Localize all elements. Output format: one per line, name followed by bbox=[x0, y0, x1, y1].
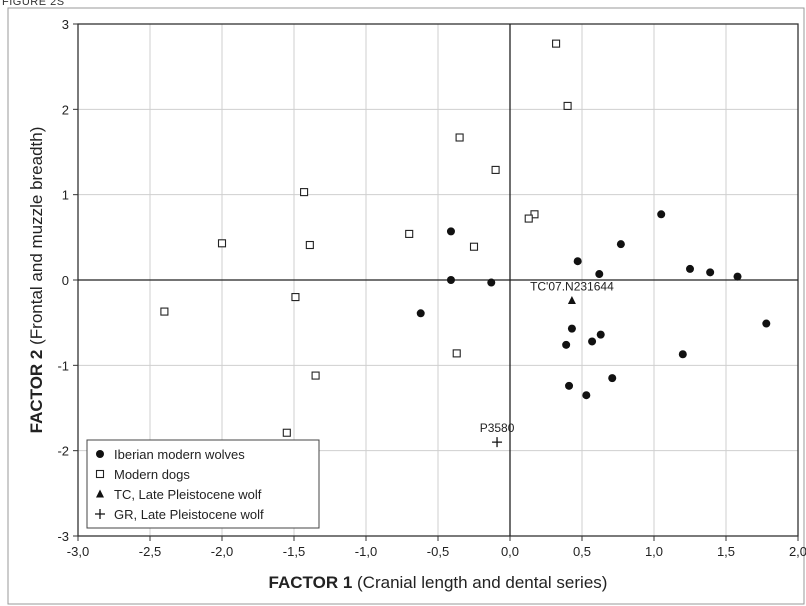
legend-marker bbox=[95, 469, 105, 479]
data-point bbox=[455, 133, 464, 142]
legend-label: Modern dogs bbox=[114, 467, 190, 482]
x-axis-title: FACTOR 1 (Cranial length and dental seri… bbox=[269, 573, 608, 592]
y-tick-label: -3 bbox=[57, 529, 69, 544]
x-tick-label: -2,0 bbox=[211, 544, 233, 559]
x-tick-label: 1,0 bbox=[645, 544, 663, 559]
data-point bbox=[452, 349, 461, 358]
data-point bbox=[530, 210, 539, 219]
data-point bbox=[300, 188, 309, 197]
y-tick-label: 0 bbox=[62, 273, 69, 288]
x-tick-label: 1,5 bbox=[717, 544, 735, 559]
data-point bbox=[160, 307, 169, 316]
point-annotation: P3580 bbox=[480, 421, 515, 435]
data-point bbox=[706, 268, 715, 277]
data-point bbox=[678, 350, 687, 359]
tick-labels: -3,0 -2,5 -2,0 -1,5 -1,0 -0,5 0,0 0,5 1,0 1,5 2,0 -… bbox=[57, 17, 806, 559]
x-tick-label: 2,0 bbox=[789, 544, 806, 559]
data-point bbox=[282, 428, 291, 437]
legend: Iberian modern wolves Modern dogs TC, Late… bbox=[86, 439, 320, 529]
point-annotation: TC'07.N231644 bbox=[530, 279, 614, 293]
data-point bbox=[686, 264, 694, 273]
y-tick-label: 2 bbox=[62, 102, 69, 117]
x-tick-label: -3,0 bbox=[67, 544, 89, 559]
figure-frame bbox=[7, 7, 805, 605]
data-point bbox=[567, 324, 576, 333]
data-point bbox=[595, 270, 604, 279]
data-point bbox=[573, 257, 582, 266]
data-point bbox=[616, 240, 625, 249]
data-point bbox=[567, 295, 576, 304]
y-tick-label: -1 bbox=[57, 358, 69, 373]
legend-box bbox=[86, 439, 320, 529]
data-points bbox=[160, 39, 771, 448]
legend-label: GR, Late Pleistocene wolf bbox=[114, 507, 264, 522]
x-tick-label: -1,0 bbox=[355, 544, 377, 559]
data-point bbox=[608, 374, 617, 383]
legend-label: TC, Late Pleistocene wolf bbox=[114, 487, 262, 502]
x-tick-label: -1,5 bbox=[283, 544, 305, 559]
data-point bbox=[733, 272, 742, 281]
data-point bbox=[291, 293, 300, 302]
data-point bbox=[762, 319, 771, 328]
data-point bbox=[562, 340, 571, 349]
data-point bbox=[657, 210, 666, 219]
data-point bbox=[487, 278, 496, 287]
data-point bbox=[217, 239, 227, 248]
data-point bbox=[405, 229, 414, 238]
data-point bbox=[524, 214, 533, 223]
y-axis-title-bold: FACTOR 2 bbox=[27, 350, 46, 434]
legend-marker bbox=[96, 489, 104, 498]
data-point bbox=[416, 309, 425, 318]
x-tick-label: 0,5 bbox=[573, 544, 591, 559]
figure-caption: FIGURE 2S bbox=[2, 0, 65, 8]
data-point bbox=[492, 437, 503, 448]
point-annotations: TC'07.N231644 P3580 bbox=[480, 279, 614, 435]
data-point bbox=[565, 381, 574, 390]
x-tick-label: -0,5 bbox=[427, 544, 449, 559]
x-tick-label: -2,5 bbox=[139, 544, 161, 559]
y-tick-label: 1 bbox=[62, 188, 69, 203]
zero-reference-lines bbox=[78, 24, 798, 536]
x-axis-title-rest: (Cranial length and dental series) bbox=[352, 573, 607, 592]
legend-marker bbox=[96, 450, 104, 458]
x-axis-title-bold: FACTOR 1 bbox=[269, 573, 353, 592]
data-point bbox=[446, 227, 455, 236]
x-tick-label: 0,0 bbox=[501, 544, 519, 559]
data-point bbox=[311, 371, 320, 380]
data-point bbox=[582, 391, 591, 400]
data-point bbox=[552, 39, 561, 48]
legend-marker bbox=[95, 509, 105, 519]
y-axis-title-rest: (Frontal and muzzle breadth) bbox=[27, 127, 46, 350]
data-point bbox=[305, 240, 314, 250]
legend-label: Iberian modern wolves bbox=[114, 447, 245, 462]
y-axis-title: FACTOR 2 (Frontal and muzzle breadth) bbox=[27, 127, 46, 434]
data-point bbox=[588, 337, 597, 346]
data-point bbox=[446, 276, 455, 284]
y-tick-label: -2 bbox=[57, 444, 69, 459]
y-tick-label: 3 bbox=[62, 17, 69, 32]
data-point bbox=[563, 101, 572, 110]
data-point bbox=[491, 165, 500, 174]
data-point bbox=[469, 242, 479, 251]
data-point bbox=[596, 330, 605, 339]
